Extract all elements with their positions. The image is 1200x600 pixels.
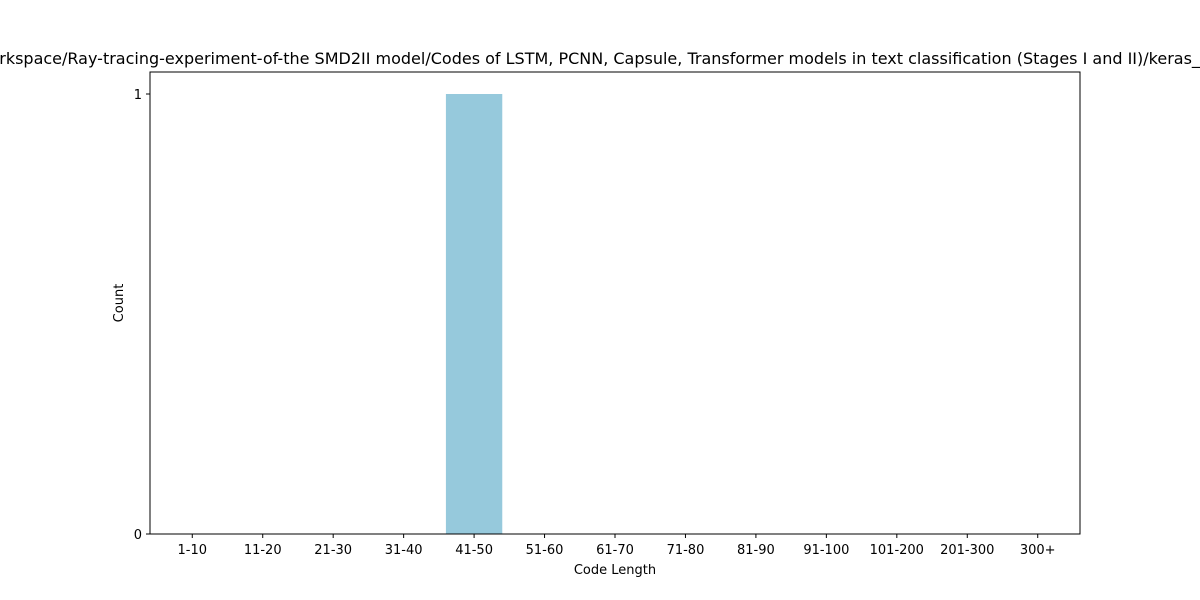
x-tick-label-81-90: 81-90 — [737, 543, 775, 558]
x-tick-label-300+: 300+ — [1020, 543, 1056, 558]
bar-41-50 — [445, 94, 503, 534]
x-tick-label-61-70: 61-70 — [596, 543, 634, 558]
y-axis-label: Count — [112, 284, 127, 323]
x-tick-label-31-40: 31-40 — [385, 543, 423, 558]
x-axis-label: Code Length — [574, 563, 656, 578]
plot-frame — [149, 71, 1081, 535]
y-axis: 01 — [134, 88, 150, 543]
x-tick-label-101-200: 101-200 — [870, 543, 924, 558]
chart-title: Code Length Distribution in /workspace/R… — [0, 49, 1200, 69]
y-tick-label-0: 0 — [134, 528, 142, 543]
y-tick-label-1: 1 — [134, 88, 142, 103]
x-axis: 1-10 11-20 21-30 31-40 41-50 51-60 61-70 71-80 8… — [178, 534, 1056, 558]
x-tick-label-41-50: 41-50 — [455, 543, 493, 558]
x-tick-label-21-30: 21-30 — [314, 543, 352, 558]
x-tick-label-11-20: 11-20 — [244, 543, 282, 558]
x-tick-label-91-100: 91-100 — [803, 543, 849, 558]
x-tick-label-71-80: 71-80 — [667, 543, 705, 558]
x-tick-label-51-60: 51-60 — [526, 543, 564, 558]
x-tick-label-1-10: 1-10 — [178, 543, 208, 558]
bars-group — [445, 94, 503, 534]
x-tick-label-201-300: 201-300 — [940, 543, 994, 558]
